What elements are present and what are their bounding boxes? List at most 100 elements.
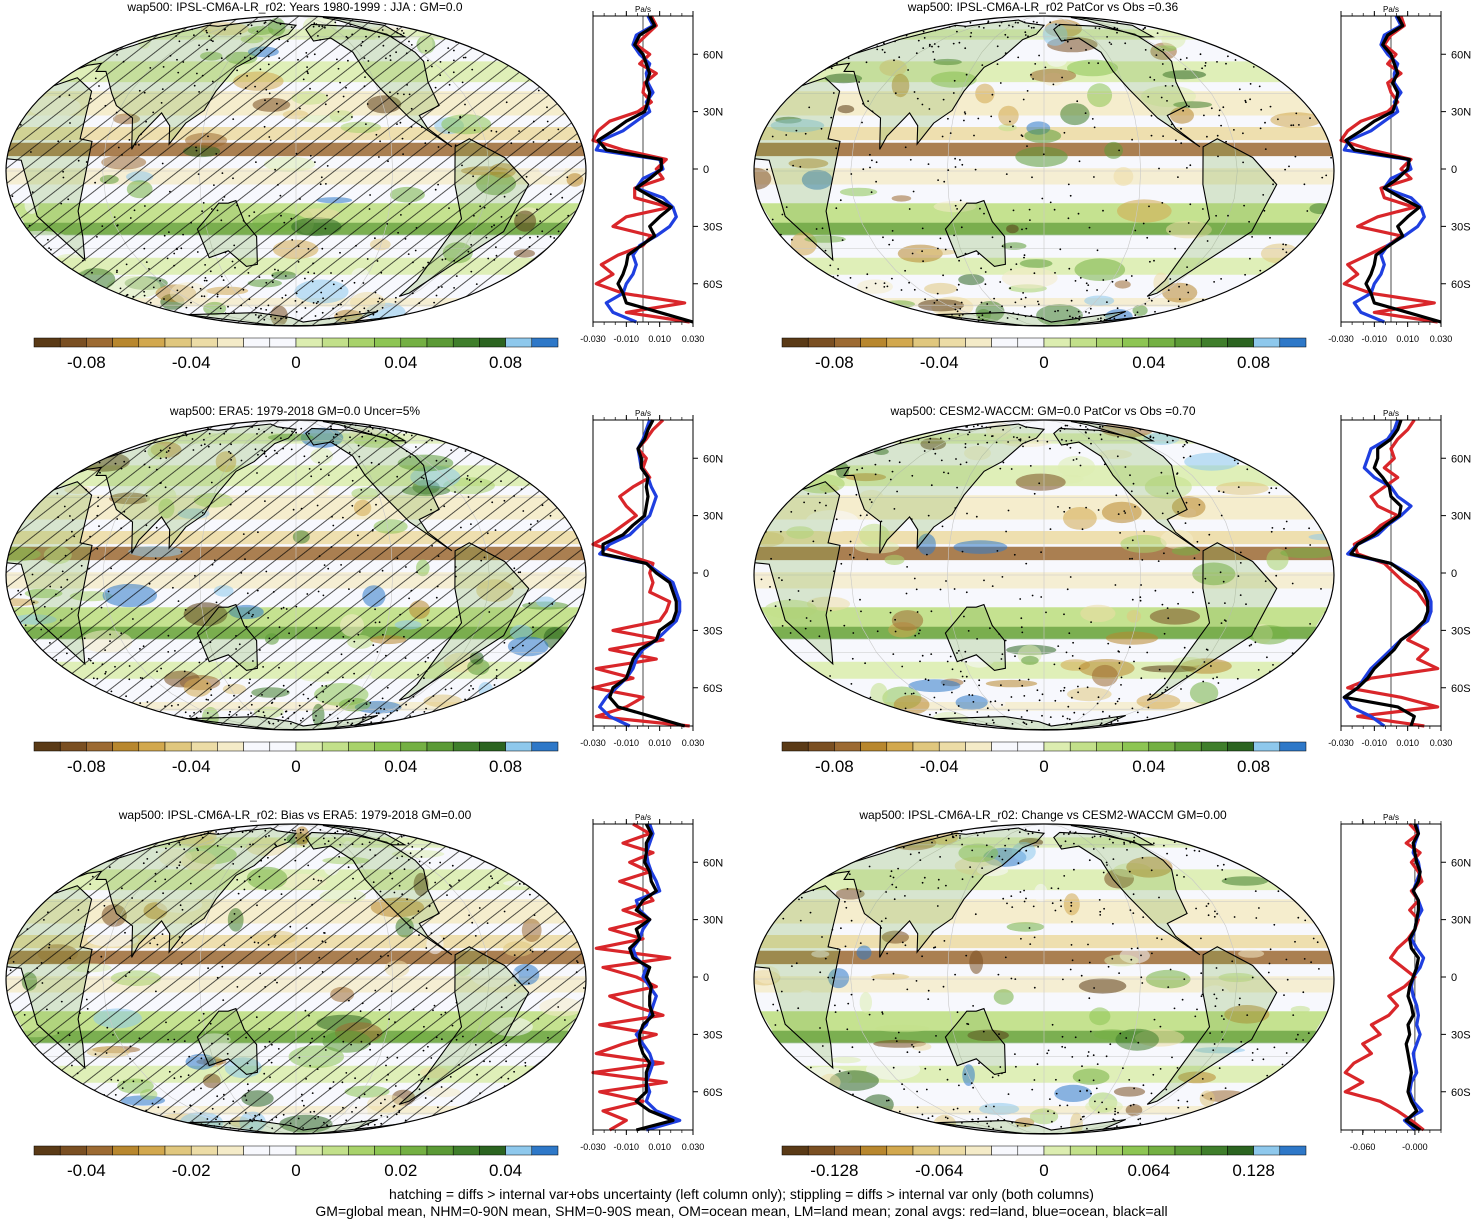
stipple-dot [1282, 248, 1284, 251]
stipple-dot [973, 134, 975, 137]
stipple-dot [844, 945, 847, 948]
stipple-dot [1070, 904, 1073, 907]
stipple-dot [1007, 828, 1010, 831]
stipple-dot [924, 678, 927, 681]
map [753, 419, 1335, 731]
stipple-dot [918, 632, 920, 635]
stipple-dot [1028, 436, 1031, 439]
colorbar-tick-label: 0.04 [1132, 757, 1165, 776]
stipple-dot [983, 832, 985, 834]
colorbar-swatch [321, 337, 349, 348]
stipple-dot [936, 292, 939, 295]
stipple-dot [1167, 300, 1170, 303]
stipple-dot [1105, 861, 1108, 864]
field-blob [1238, 949, 1265, 958]
stipple-dot [958, 1084, 960, 1087]
stipple-dot [1019, 438, 1022, 441]
stipple-dot [945, 580, 947, 582]
stipple-dot [1221, 1031, 1223, 1033]
stipple-dot [1185, 854, 1188, 857]
stipple-dot [927, 1117, 930, 1120]
stipple-dot [1129, 646, 1131, 649]
stipple-dot [1078, 1079, 1081, 1082]
zonal-ytick-label: 60N [1451, 453, 1471, 465]
stipple-dot [933, 696, 936, 699]
stipple-dot [1254, 641, 1257, 644]
coastline [1146, 542, 1278, 701]
stipple-dot [869, 696, 872, 699]
map [753, 823, 1335, 1135]
colorbar-swatch [1069, 1145, 1097, 1156]
colorbar-swatch [164, 337, 192, 348]
stipple-dot [991, 855, 993, 858]
stipple-dot [1210, 665, 1212, 667]
colorbar-swatch [505, 741, 533, 752]
field-blob [1011, 842, 1036, 862]
stipple-dot [954, 24, 957, 27]
stipple-dot [914, 634, 917, 637]
stipple-dot [1177, 602, 1179, 605]
field-blob [998, 123, 1017, 132]
stipple-dot [1201, 993, 1204, 996]
stipple-dot [1264, 148, 1267, 151]
stipple-dot [1200, 995, 1203, 998]
zonal-ytick-label: 60N [703, 49, 723, 61]
stipple-dot [1085, 311, 1087, 313]
field-layer [6, 420, 586, 730]
zonal-xtick-label: -0.030 [580, 334, 606, 344]
stipple-dot [957, 705, 960, 707]
stipple-dot [1000, 684, 1002, 687]
stipple-dot [780, 990, 783, 993]
stipple-dot [969, 21, 972, 24]
stipple-dot [915, 588, 918, 591]
stipple-dot [1010, 468, 1013, 470]
field-blob [993, 989, 1014, 1005]
stipple-dot [977, 1118, 980, 1120]
stipple-dot [1184, 522, 1187, 524]
colorbar-swatch [452, 1145, 480, 1156]
stipple-dot [983, 212, 985, 215]
stipple-dot [1002, 461, 1005, 464]
stipple-dot [1150, 869, 1153, 872]
stipple-dot [1101, 718, 1103, 721]
field-blob [881, 930, 909, 944]
panel-title: wap500: IPSL-CM6A-LR_r02: Years 1980-199… [127, 0, 463, 14]
zonal-ytick-label: 60S [1451, 683, 1471, 695]
stipple-dot [1024, 31, 1027, 34]
field-blob [770, 118, 825, 133]
stipple-dot [971, 1118, 974, 1121]
stipple-dot [952, 42, 955, 45]
stipple-dot [1153, 259, 1155, 262]
stipple-dot [1223, 1018, 1225, 1020]
stipple-dot [886, 952, 888, 955]
stipple-dot [1086, 428, 1089, 430]
stipple-dot [1187, 291, 1190, 294]
stipple-dot [1014, 978, 1017, 980]
stipple-dot [798, 898, 800, 901]
stipple-dot [894, 1037, 897, 1039]
field-blob [933, 58, 962, 66]
colorbar-swatch [348, 741, 375, 752]
stipple-dot [1249, 257, 1251, 260]
stipple-dot [940, 459, 943, 462]
stipple-dot [1069, 315, 1071, 318]
stipple-dot [1004, 52, 1007, 54]
field-blob [1067, 59, 1118, 77]
stipple-dot [913, 91, 916, 93]
field-blob [985, 679, 1038, 688]
field-blob [1125, 1104, 1143, 1117]
stipple-dot [1040, 596, 1043, 598]
field-blob [998, 105, 1019, 126]
stipple-dot [1178, 285, 1180, 288]
stipple-dot [891, 277, 893, 280]
stipple-dot [1049, 716, 1052, 718]
stipple-dot [866, 514, 868, 516]
stipple-dot [1285, 251, 1288, 254]
stipple-dot [1183, 978, 1186, 981]
stipple-dot [1116, 27, 1119, 30]
stipple-dot [939, 856, 941, 858]
stipple-dot [1120, 832, 1123, 835]
stipple-dot [937, 179, 939, 182]
stipple-dot [933, 302, 936, 304]
stipple-dot [898, 56, 901, 59]
